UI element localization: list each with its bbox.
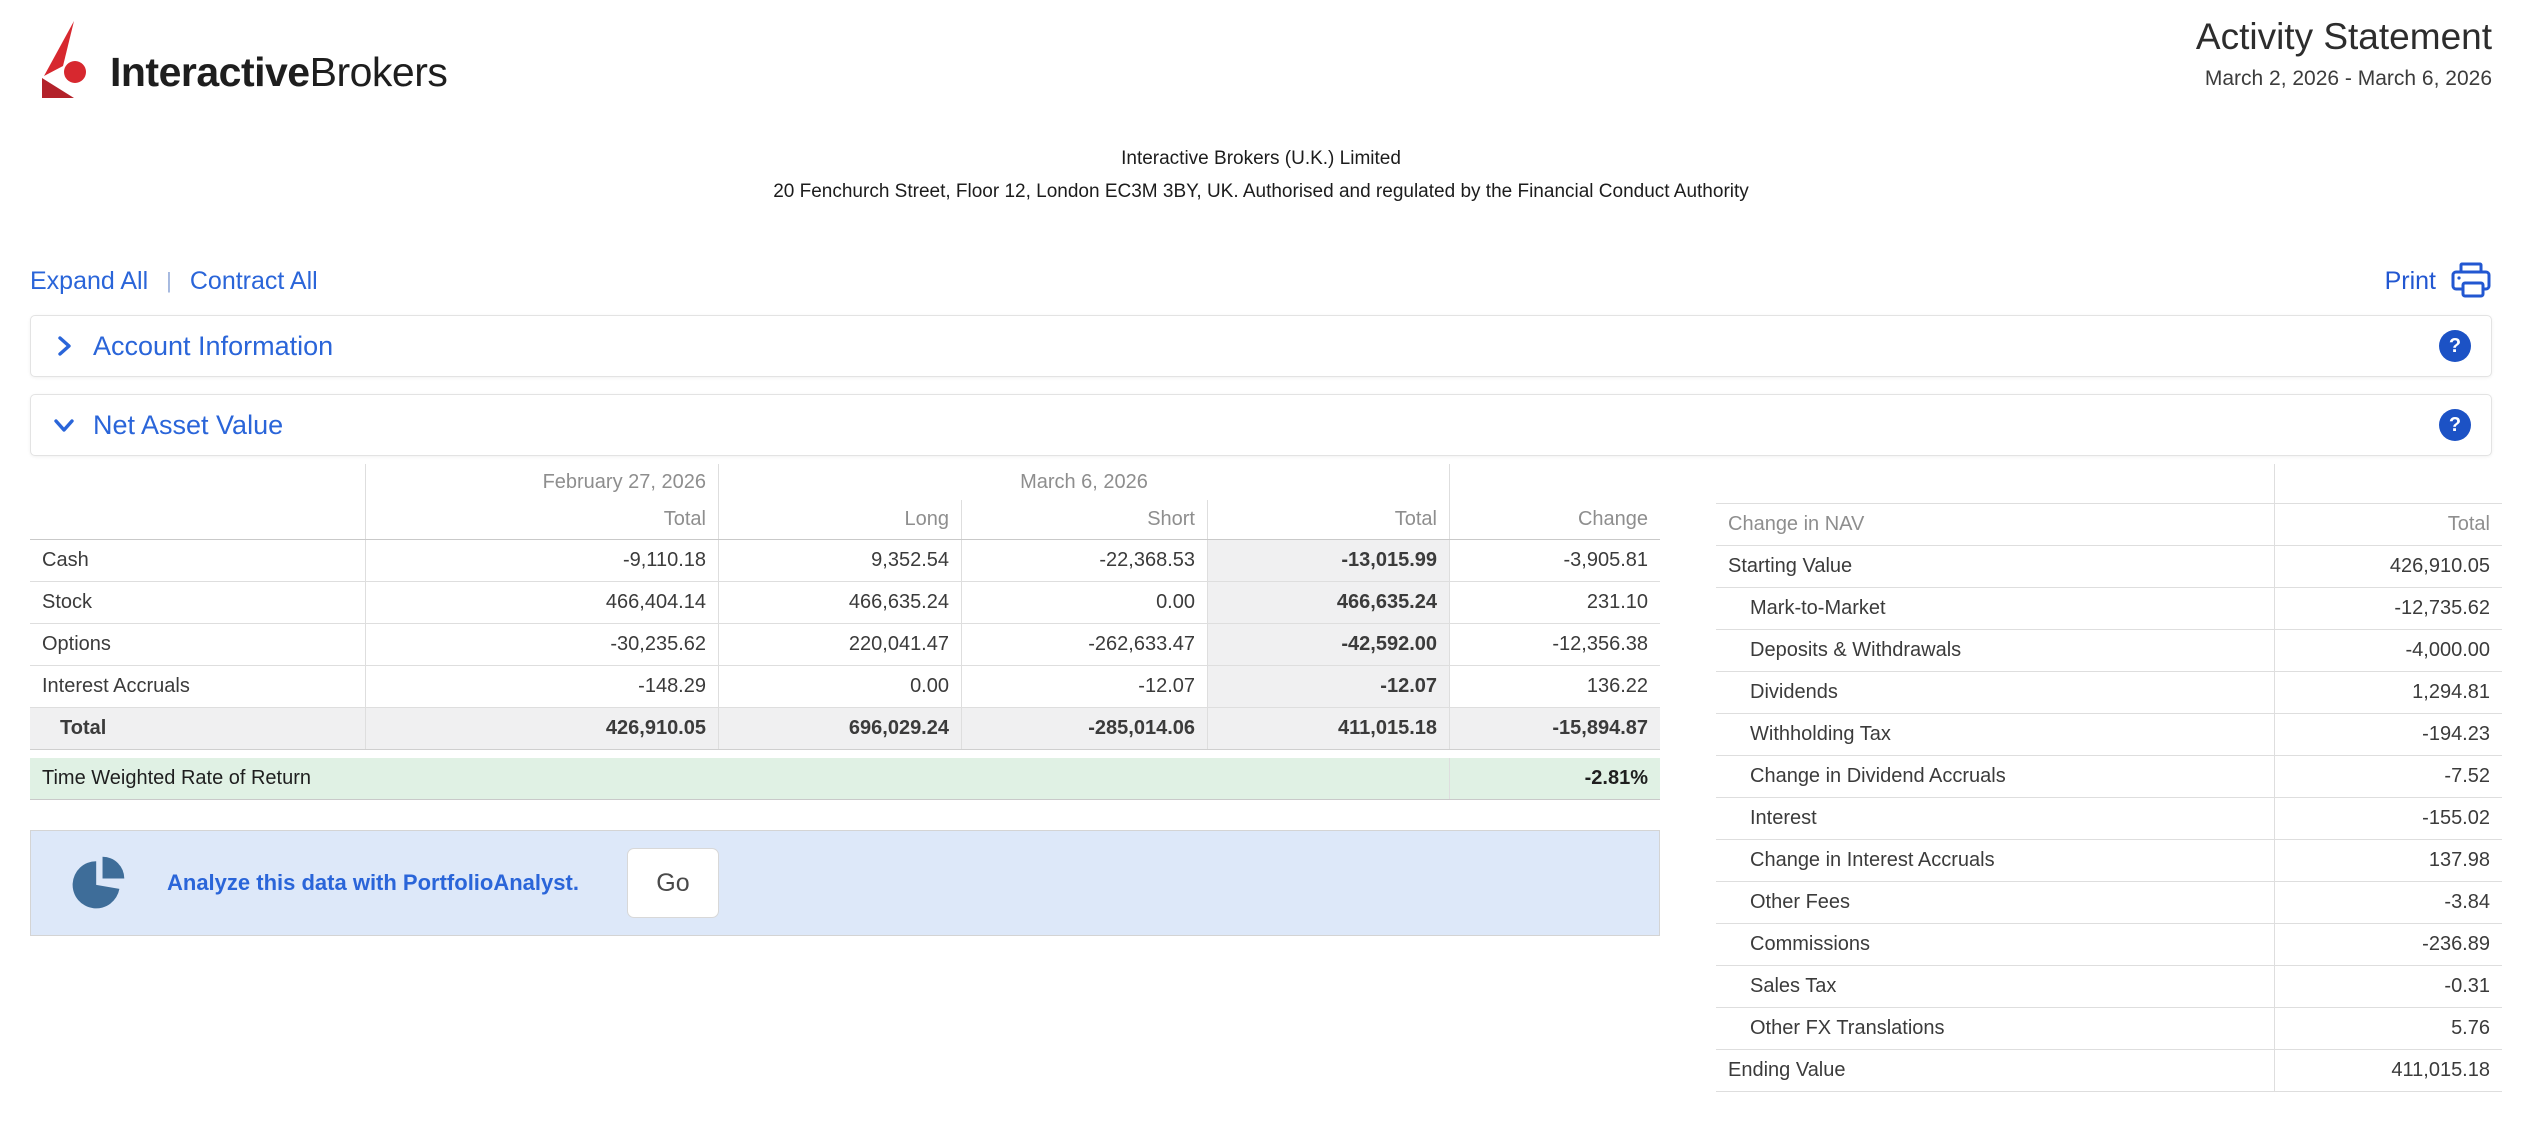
contract-all-link[interactable]: Contract All	[189, 266, 318, 295]
table-row-other-fees: Other Fees -3.84	[1716, 882, 2502, 924]
help-icon[interactable]: ?	[2439, 409, 2471, 441]
table-row-deposits-withdrawals: Deposits & Withdrawals -4,000.00	[1716, 630, 2502, 672]
table-row-commissions: Commissions -236.89	[1716, 924, 2502, 966]
table-row-total: Total 426,910.05 696,029.24 -285,014.06 …	[30, 708, 1660, 750]
column-header-total: Total	[2274, 504, 2502, 545]
toolbar: Expand All | Contract All Print	[30, 262, 2492, 300]
change-in-nav-table: Change in NAV Total Starting Value 426,9…	[1716, 464, 2502, 1092]
page-title: Activity Statement	[2195, 16, 2492, 57]
nav-table-column: February 27, 2026 March 6, 2026 Total Lo…	[30, 464, 1660, 936]
column-header-change: Change	[1449, 500, 1660, 539]
change-in-nav-column: Change in NAV Total Starting Value 426,9…	[1716, 464, 2502, 1092]
table-row-starting-value: Starting Value 426,910.05	[1716, 546, 2502, 588]
chevron-right-icon	[51, 333, 77, 359]
section-title-account-information: Account Information	[93, 330, 334, 361]
page-header: InteractiveBrokers Activity Statement Ma…	[0, 0, 2522, 100]
help-icon[interactable]: ?	[2439, 330, 2471, 362]
pie-chart-icon	[69, 854, 127, 912]
print-button[interactable]: Print	[2385, 262, 2492, 300]
portfolio-analyst-banner: Analyze this data with PortfolioAnalyst.…	[30, 830, 1660, 936]
firm-address-block: Interactive Brokers (U.K.) Limited 20 Fe…	[0, 142, 2522, 208]
column-header-prior-total: Total	[365, 500, 718, 539]
column-group-prior-date: February 27, 2026	[365, 464, 718, 500]
net-asset-value-content: February 27, 2026 March 6, 2026 Total Lo…	[0, 464, 2522, 1092]
table-row-withholding-tax: Withholding Tax -194.23	[1716, 714, 2502, 756]
section-title-net-asset-value: Net Asset Value	[93, 409, 284, 440]
row-label: Options	[42, 633, 111, 655]
table-row-other-fx-translations: Other FX Translations 5.76	[1716, 1008, 2502, 1050]
table-row-dividends: Dividends 1,294.81	[1716, 672, 2502, 714]
brand-name-bold: Interactive	[110, 49, 310, 95]
printer-icon	[2450, 262, 2492, 300]
firm-address: 20 Fenchurch Street, Floor 12, London EC…	[773, 181, 1749, 202]
chevron-down-icon	[51, 412, 77, 438]
row-label: Total	[60, 717, 107, 739]
table-header-row: Total Long Short Total Change	[30, 500, 1660, 540]
time-weighted-rate-of-return-row: Time Weighted Rate of Return -2.81%	[30, 758, 1660, 800]
net-asset-value-table: February 27, 2026 March 6, 2026 Total Lo…	[30, 464, 1660, 750]
table-header-row: Change in NAV Total	[1716, 504, 2502, 546]
table-row-cash: Cash -9,110.18 9,352.54 -22,368.53 -13,0…	[30, 540, 1660, 582]
brand-name: InteractiveBrokers	[110, 49, 448, 100]
column-group-current-date: March 6, 2026	[718, 464, 1449, 500]
column-header-long: Long	[718, 500, 961, 539]
row-label: Cash	[42, 549, 89, 571]
row-label: Interest Accruals	[42, 675, 190, 697]
interactive-brokers-logo: InteractiveBrokers	[30, 16, 448, 100]
firm-name: Interactive Brokers (U.K.) Limited	[1121, 148, 1401, 169]
table-row-interest-accruals: Interest Accruals -148.29 0.00 -12.07 -1…	[30, 666, 1660, 708]
table-row-sales-tax: Sales Tax -0.31	[1716, 966, 2502, 1008]
table-row-options: Options -30,235.62 220,041.47 -262,633.4…	[30, 624, 1660, 666]
twr-label: Time Weighted Rate of Return	[42, 767, 312, 789]
column-header-short: Short	[961, 500, 1207, 539]
expand-all-link[interactable]: Expand All	[30, 266, 149, 295]
section-account-information[interactable]: Account Information ?	[30, 315, 2492, 377]
table-group-header-row: February 27, 2026 March 6, 2026	[30, 464, 1660, 500]
table-spacer-row	[1716, 464, 2502, 504]
table-row-mark-to-market: Mark-to-Market -12,735.62	[1716, 588, 2502, 630]
section-net-asset-value[interactable]: Net Asset Value ?	[30, 394, 2492, 456]
brand-logo-icon	[30, 16, 98, 100]
print-label: Print	[2384, 266, 2436, 295]
brand-name-regular: Brokers	[309, 49, 448, 95]
table-row-stock: Stock 466,404.14 466,635.24 0.00 466,635…	[30, 582, 1660, 624]
table-row-change-in-dividend-accruals: Change in Dividend Accruals -7.52	[1716, 756, 2502, 798]
column-header-change-in-nav: Change in NAV	[1728, 513, 1865, 535]
row-label: Stock	[42, 591, 93, 613]
table-row-interest: Interest -155.02	[1716, 798, 2502, 840]
link-divider: |	[166, 268, 172, 293]
expander-links: Expand All | Contract All	[30, 267, 318, 296]
table-row-change-in-interest-accruals: Change in Interest Accruals 137.98	[1716, 840, 2502, 882]
column-header-total: Total	[1207, 500, 1449, 539]
portfolio-analyst-link[interactable]: Analyze this data with PortfolioAnalyst.	[167, 870, 579, 895]
statement-date-range: March 2, 2026 - March 6, 2026	[2204, 67, 2492, 90]
go-button[interactable]: Go	[626, 848, 719, 918]
table-row-ending-value: Ending Value 411,015.18	[1716, 1050, 2502, 1092]
twr-value: -2.81%	[1449, 758, 1660, 799]
statement-title-block: Activity Statement March 2, 2026 - March…	[2196, 16, 2492, 91]
